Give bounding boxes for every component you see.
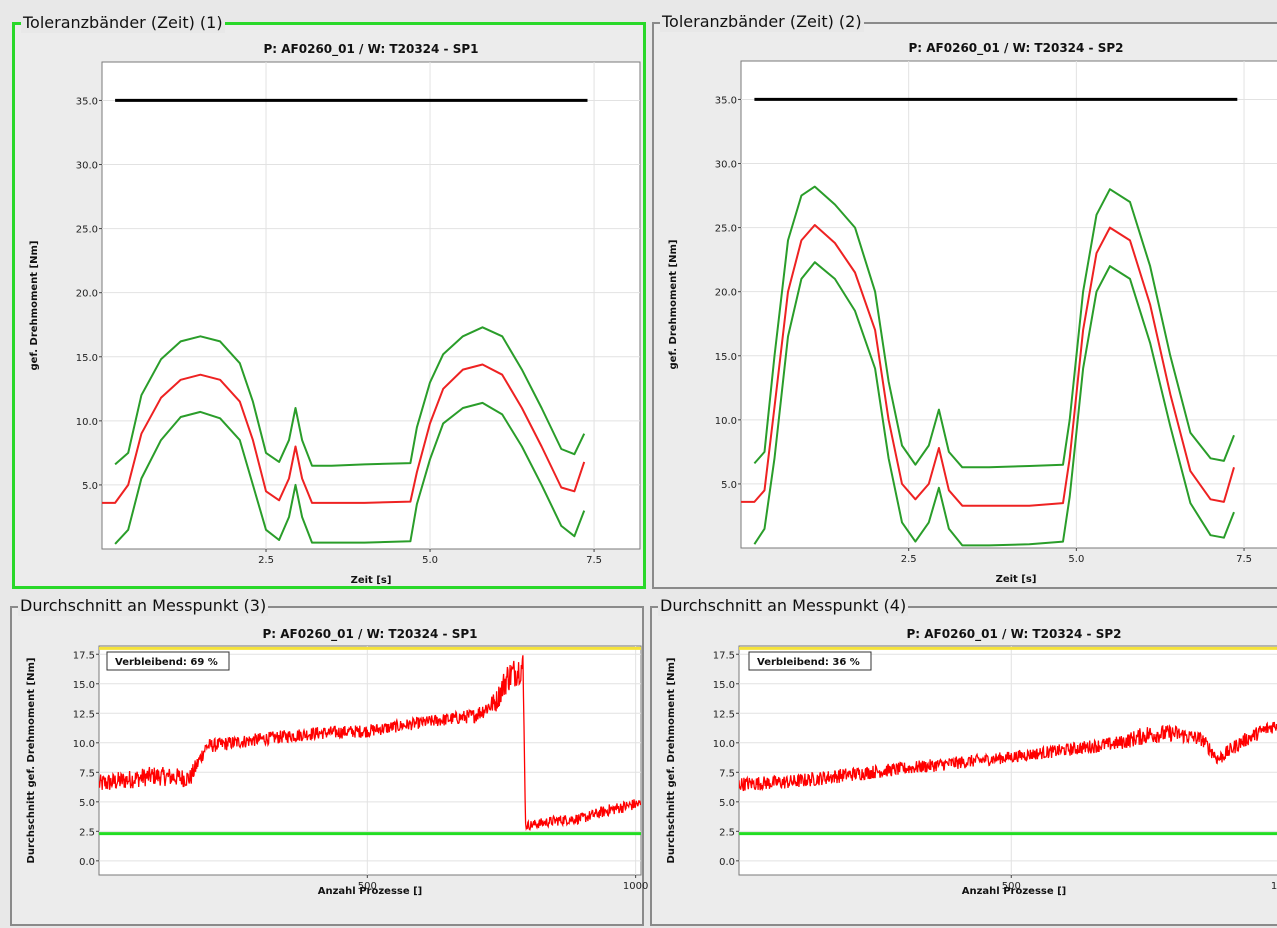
y-tick-label: 10.0 [73, 739, 95, 750]
y-tick-label: 12.5 [713, 709, 735, 720]
x-tick-label: 5.0 [1068, 554, 1084, 565]
y-tick-label: 17.5 [713, 650, 735, 661]
y-tick-label: 17.5 [73, 650, 95, 661]
plot-area[interactable] [738, 645, 1277, 876]
y-tick-label: 15.0 [73, 680, 95, 691]
y-axis-label: Durchschnitt gef. Drehmoment [Nm] [26, 658, 37, 864]
x-tick-label: 1000 [623, 881, 648, 892]
series-mean-line [741, 224, 1235, 507]
remaining-badge: Verbleibend: 36 % [748, 651, 872, 671]
y-tick-label: 10.0 [715, 416, 737, 427]
y-tick-label: 20.0 [715, 288, 737, 299]
x-tick-label: 5.0 [422, 555, 438, 566]
series-average-line [99, 655, 641, 832]
series-mean-line [102, 363, 586, 504]
chart-toleranzbaender-1[interactable]: P: AF0260_01 / W: T20324 - SP1 5.0 10.0 15.… [15, 25, 649, 592]
y-tick-label: 30.0 [715, 160, 737, 171]
panel-toleranzbaender-2[interactable]: Toleranzbänder (Zeit) (2) P: AF0260_01 /… [652, 12, 1277, 591]
chart-durchschnitt-3[interactable]: P: AF0260_01 / W: T20324 - SP1 0.0 2.5 5.0 7… [12, 608, 648, 928]
panel-title: Durchschnitt an Messpunkt (3) [18, 596, 269, 616]
x-tick-label: 2.5 [258, 555, 274, 566]
x-tick-label: 500 [1002, 881, 1021, 892]
chart-title: P: AF0260_01 / W: T20324 - SP2 [909, 41, 1124, 56]
panel-durchschnitt-4[interactable]: Durchschnitt an Messpunkt (4) P: AF0260_… [650, 596, 1277, 928]
x-tick-label: 1000 [1271, 881, 1277, 892]
remaining-badge-text: Verbleibend: 69 % [115, 657, 218, 668]
chart-toleranzbaender-2[interactable]: P: AF0260_01 / W: T20324 - SP2 5.0 10.0 15.… [654, 24, 1277, 591]
y-tick-label: 0.0 [79, 857, 95, 868]
series-upper-line [114, 326, 586, 467]
y-tick-label: 5.0 [79, 798, 95, 809]
y-axis-label: gef. Drehmoment [Nm] [668, 240, 679, 370]
chart-durchschnitt-4[interactable]: P: AF0260_01 / W: T20324 - SP2 0.0 2.5 5.0 7… [652, 608, 1277, 928]
series-lower-line [114, 401, 586, 545]
y-tick-label: 5.0 [719, 798, 735, 809]
panel-title: Durchschnitt an Messpunkt (4) [658, 596, 909, 616]
y-tick-label: 15.0 [715, 352, 737, 363]
y-tick-label: 35.0 [715, 95, 737, 106]
x-axis-label: Anzahl Prozesse [] [318, 886, 423, 897]
x-axis-label: Zeit [s] [996, 574, 1037, 585]
chart-title: P: AF0260_01 / W: T20324 - SP1 [264, 42, 479, 57]
y-tick-label: 10.0 [713, 739, 735, 750]
y-tick-label: 12.5 [73, 709, 95, 720]
y-tick-label: 5.0 [721, 480, 737, 491]
remaining-badge: Verbleibend: 69 % [106, 651, 230, 671]
x-tick-label: 7.5 [1236, 554, 1252, 565]
plot-area[interactable] [740, 60, 1277, 549]
y-tick-label: 15.0 [76, 353, 98, 364]
x-tick-label: 7.5 [586, 555, 602, 566]
y-tick-label: 30.0 [76, 161, 98, 172]
plot-area[interactable] [98, 645, 642, 876]
y-tick-label: 2.5 [719, 827, 735, 838]
panel-toleranzbaender-1[interactable]: Toleranzbänder (Zeit) (1) P: AF0260_01 /… [12, 13, 649, 592]
y-tick-label: 15.0 [713, 680, 735, 691]
panel-title: Toleranzbänder (Zeit) (2) [660, 12, 864, 32]
y-tick-label: 7.5 [719, 768, 735, 779]
y-axis-label: Durchschnitt gef. Drehmoment [Nm] [666, 658, 677, 864]
y-tick-label: 5.0 [82, 481, 98, 492]
y-tick-label: 25.0 [715, 224, 737, 235]
y-tick-label: 2.5 [79, 827, 95, 838]
y-tick-label: 0.0 [719, 857, 735, 868]
plot-area[interactable] [101, 61, 641, 550]
chart-title: P: AF0260_01 / W: T20324 - SP1 [263, 627, 478, 642]
panel-durchschnitt-3[interactable]: Durchschnitt an Messpunkt (3) P: AF0260_… [10, 596, 648, 928]
y-tick-label: 7.5 [79, 768, 95, 779]
x-axis-label: Anzahl Prozesse [] [962, 886, 1067, 897]
y-tick-label: 20.0 [76, 289, 98, 300]
y-tick-label: 35.0 [76, 96, 98, 107]
y-tick-label: 25.0 [76, 225, 98, 236]
x-tick-label: 500 [358, 881, 377, 892]
x-axis-label: Zeit [s] [351, 575, 392, 586]
y-axis-label: gef. Drehmoment [Nm] [29, 241, 40, 371]
remaining-badge-text: Verbleibend: 36 % [757, 657, 860, 668]
series-upper-line [753, 185, 1235, 469]
chart-title: P: AF0260_01 / W: T20324 - SP2 [907, 627, 1122, 642]
panel-title: Toleranzbänder (Zeit) (1) [21, 13, 225, 33]
y-tick-label: 10.0 [76, 417, 98, 428]
series-lower-line [753, 261, 1235, 547]
x-tick-label: 2.5 [901, 554, 917, 565]
series-average-line [739, 721, 1277, 792]
